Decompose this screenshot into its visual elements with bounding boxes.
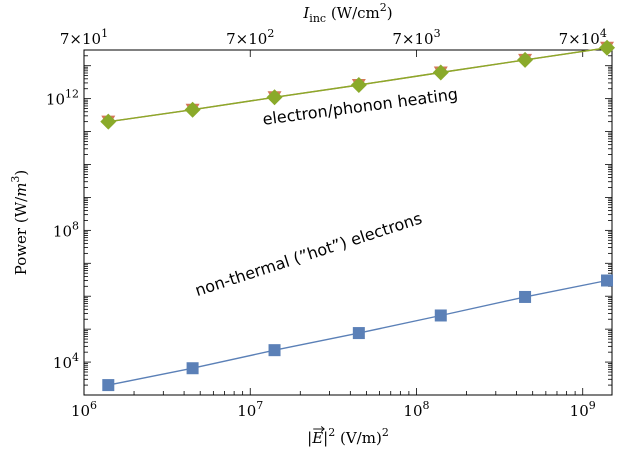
tick-marks — [83, 49, 612, 396]
plot-area-border — [83, 49, 613, 396]
x-tick-label: 107 — [237, 399, 263, 420]
data-point-square — [519, 290, 532, 303]
x-tick-label: 109 — [570, 399, 596, 420]
tick-labels: 106 107 108 109 104 108 1012 7×101 7×102 7×103 7×1… — [46, 27, 607, 420]
x-tick-label: 106 — [71, 399, 97, 420]
data-point-diamond — [517, 51, 534, 68]
x-axis-title: |E|2 (V/m)2 — [307, 426, 389, 447]
data-point-square — [186, 362, 199, 375]
series-layer — [100, 39, 616, 392]
plot-frame — [83, 49, 613, 396]
data-point-square — [601, 274, 614, 287]
top-tick-label: 7×104 — [559, 27, 607, 48]
data-point-square — [352, 327, 365, 340]
data-point-square — [102, 379, 115, 392]
y-tick-label: 1012 — [46, 88, 79, 109]
x-tick-label: 108 — [403, 399, 429, 420]
data-point-diamond — [599, 39, 616, 56]
data-point-square — [268, 344, 281, 357]
data-point-diamond — [350, 76, 367, 93]
data-point-diamond — [432, 64, 449, 81]
y-tick-label: 108 — [53, 219, 79, 240]
annotation-1: non-thermal (”hot”) electrons — [193, 209, 425, 300]
y-tick-label: 104 — [53, 351, 79, 372]
top-tick-label: 7×101 — [60, 27, 108, 48]
y-axis-title: Power (W/m3) — [9, 170, 30, 276]
data-point-diamond — [184, 101, 201, 118]
top-axis-title: Iinc (W/cm2) — [302, 1, 392, 25]
data-point-diamond — [266, 89, 283, 106]
vector-arrowhead-icon — [320, 426, 325, 432]
top-tick-label: 7×102 — [226, 27, 274, 48]
data-point-square — [434, 309, 447, 322]
axis-titles: Iinc (W/cm2) |E|2 (V/m)2 Power (W/m3) — [9, 1, 393, 447]
data-point-diamond — [100, 113, 117, 130]
top-tick-label: 7×103 — [392, 27, 440, 48]
